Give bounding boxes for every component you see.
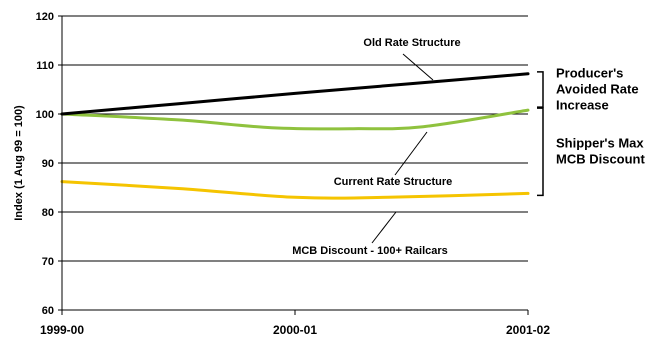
y-tick-label-60: 60	[42, 305, 54, 317]
annotation-mcb-discount-100-railcars: MCB Discount - 100+ Railcars	[292, 245, 448, 257]
bracket-label-0-line-2: Increase	[556, 97, 609, 112]
y-tick-label-80: 80	[42, 207, 54, 219]
annotation-current-rate-structure: Current Rate Structure	[334, 176, 453, 188]
x-tick-label-1: 2000-01	[273, 323, 317, 337]
bracket-label-1-line-0: Shipper's Max	[556, 136, 644, 151]
bracket-label-1-line-1: MCB Discount	[556, 152, 646, 167]
series-lines	[60, 72, 530, 200]
leader-line-old-rate-structure	[402, 53, 434, 81]
y-tick-label-90: 90	[42, 158, 54, 170]
series-line-current-rate-structure	[60, 108, 530, 131]
x-tick-label-0: 1999-00	[40, 323, 84, 337]
annotation-old-rate-structure: Old Rate Structure	[363, 37, 460, 49]
y-tick-label-70: 70	[42, 256, 54, 268]
axes	[58, 15, 529, 315]
bracket-label-0-line-1: Avoided Rate	[556, 81, 639, 96]
bracket-label-0-line-0: Producer's	[556, 65, 623, 80]
y-tick-label-110: 110	[36, 60, 54, 72]
leader-line-current-rate-structure	[394, 131, 428, 176]
bracket-0	[537, 71, 544, 108]
leader-line-mcb-discount-100-railcars	[371, 211, 397, 244]
series-line-mcb-discount-100-railcars	[60, 180, 530, 200]
x-tick-label-2: 2001-02	[506, 323, 550, 337]
series-line-old-rate-structure	[60, 72, 530, 116]
y-tick-label-120: 120	[36, 11, 54, 23]
gridlines	[62, 15, 528, 262]
y-tick-label-100: 100	[36, 109, 54, 121]
series-annotations: Old Rate Structure Current Rate Structure…	[292, 37, 460, 257]
y-axis-title: Index (1 Aug 99 = 100)	[13, 105, 25, 221]
tick-labels: 60 70 80 90 100 110 120 1999-00 2000-01 2001-02	[36, 11, 551, 337]
bracket-1	[537, 107, 544, 197]
